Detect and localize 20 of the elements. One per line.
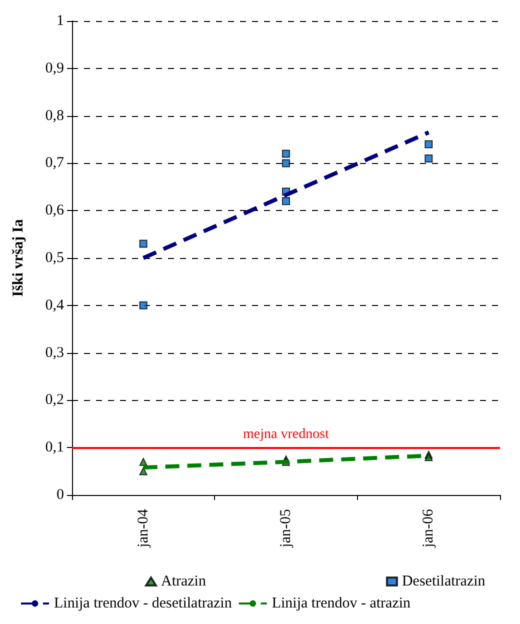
y-tick-label: 0,6 <box>45 202 64 219</box>
y-tick-label: 0,7 <box>45 155 64 172</box>
ref-line-label: mejna vrednost <box>243 427 330 442</box>
y-tick-label: 0,4 <box>45 297 64 314</box>
legend-label: Atrazin <box>161 574 206 590</box>
y-tick-label: 0 <box>56 487 64 503</box>
y-tick-label: 0,2 <box>45 392 64 408</box>
y-tick-label: 0,5 <box>45 250 64 266</box>
legend-label: Linija trendov - atrazin <box>272 596 412 612</box>
x-tick-label: jan-04 <box>135 508 152 548</box>
x-tick-label: jan-05 <box>278 509 294 548</box>
legend-label: Linija trendov - desetilatrazin <box>54 596 232 612</box>
legend-label: Desetilatrazin <box>402 574 486 590</box>
y-axis-title: Iški vršaj Ia <box>10 218 26 297</box>
y-tick-label: 0,1 <box>45 440 64 456</box>
x-tick-label: jan-06 <box>420 508 437 548</box>
y-tick-label: 0,9 <box>45 60 64 76</box>
y-tick-label: 0,3 <box>45 344 64 361</box>
y-tick-label: 1 <box>56 13 64 29</box>
y-tick-label: 0,8 <box>45 108 64 124</box>
